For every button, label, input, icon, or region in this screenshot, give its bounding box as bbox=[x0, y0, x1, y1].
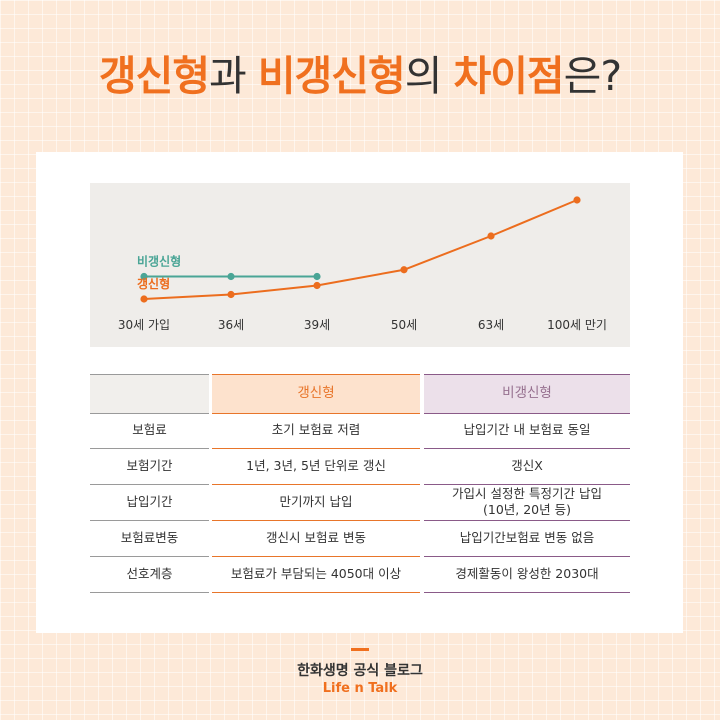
table-row: 보험기간 1년, 3년, 5년 단위로 갱신 갱신X bbox=[90, 448, 630, 485]
x-tick-label: 50세 bbox=[391, 318, 417, 332]
x-tick-label: 100세 만기 bbox=[547, 318, 607, 332]
table-cell: 납입기간보험료 변동 없음 bbox=[424, 520, 630, 557]
table-cell: 갱신X bbox=[424, 448, 630, 485]
footer-brand: 한화생명 공식 블로그 bbox=[297, 663, 423, 679]
x-tick-label: 30세 가입 bbox=[118, 318, 170, 332]
title-particle: 의 bbox=[404, 52, 454, 100]
data-point-renewable-3 bbox=[400, 266, 408, 274]
title-difference: 차이점 bbox=[453, 52, 564, 100]
table-cell: 갱신시 보험료 변동 bbox=[212, 520, 420, 557]
data-point-renewable-4 bbox=[487, 232, 495, 240]
data-point-renewable-5 bbox=[573, 196, 581, 204]
table-cell: 보험료변동 bbox=[90, 520, 209, 557]
table-cell: 가입시 설정한 특정기간 납입 (10년, 20년 등) bbox=[424, 484, 630, 521]
data-point-renewable-0 bbox=[140, 295, 148, 303]
table-row: 납입기간 만기까지 납입 가입시 설정한 특정기간 납입 (10년, 20년 등) bbox=[90, 484, 630, 521]
table-cell: 보험료 bbox=[90, 412, 209, 449]
table-cell: 1년, 3년, 5년 단위로 갱신 bbox=[212, 448, 420, 485]
title-conjunction: 과 bbox=[209, 52, 258, 100]
content-card: 비갱신형 갱신형 30세 가입 36세 39세 50세 63세 100세 만기 갱신형 비갱신형… bbox=[36, 152, 683, 633]
table-cell: 납입기간 내 보험료 동일 bbox=[424, 412, 630, 449]
footer-sub: Life n Talk bbox=[322, 681, 398, 696]
title-renewable: 갱신형 bbox=[98, 52, 210, 100]
table-cell: 선호계층 bbox=[90, 556, 209, 593]
series-label-renewable: 갱신형 bbox=[137, 276, 170, 291]
table-cell: 납입기간 bbox=[90, 484, 209, 521]
x-tick-label: 36세 bbox=[218, 318, 244, 332]
footer-accent-bar bbox=[351, 648, 369, 651]
data-point-non-renewable-2 bbox=[313, 272, 321, 281]
data-point-non-renewable-1 bbox=[227, 272, 235, 281]
table-cell: 초기 보험료 저렴 bbox=[212, 412, 420, 449]
series-line-renewable bbox=[143, 199, 578, 300]
table-cell: 보험료가 부담되는 4050대 이상 bbox=[212, 556, 420, 593]
x-tick-label: 63세 bbox=[478, 318, 504, 332]
data-point-non-renewable-0 bbox=[140, 272, 148, 281]
title-non-renewable: 비갱신형 bbox=[257, 52, 406, 100]
series-label-non-renewable: 비갱신형 bbox=[137, 254, 181, 269]
data-point-renewable-1 bbox=[227, 290, 235, 299]
x-tick-label: 39세 bbox=[304, 318, 330, 332]
table-row: 보험료변동 갱신시 보험료 변동 납입기간보험료 변동 없음 bbox=[90, 520, 630, 557]
table-cell: 만기까지 납입 bbox=[212, 484, 420, 521]
table-cell: 경제활동이 왕성한 2030대 bbox=[424, 556, 630, 593]
table-row: 선호계층 보험료가 부담되는 4050대 이상 경제활동이 왕성한 2030대 bbox=[90, 556, 630, 593]
title-question: 은? bbox=[563, 52, 622, 100]
table-header-cell bbox=[90, 374, 209, 414]
table-cell: 보험기간 bbox=[90, 448, 209, 485]
data-point-renewable-2 bbox=[313, 281, 321, 290]
table-header-cell: 비갱신형 bbox=[424, 374, 630, 414]
table-header-row: 갱신형 비갱신형 bbox=[90, 374, 630, 414]
table-header-cell: 갱신형 bbox=[212, 374, 420, 414]
page-title: 갱신형과 비갱신형의 차이점은? bbox=[0, 52, 720, 101]
table-row: 보험료 초기 보험료 저렴 납입기간 내 보험료 동일 bbox=[90, 412, 630, 449]
